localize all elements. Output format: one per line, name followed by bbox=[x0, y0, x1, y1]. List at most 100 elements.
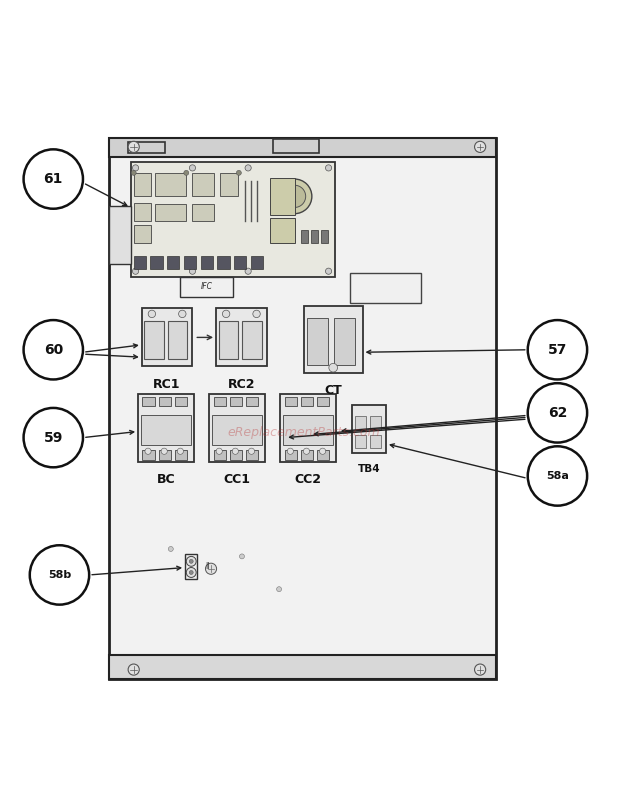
FancyBboxPatch shape bbox=[355, 434, 366, 448]
Circle shape bbox=[249, 448, 255, 454]
FancyBboxPatch shape bbox=[142, 308, 192, 367]
Circle shape bbox=[131, 171, 136, 175]
FancyBboxPatch shape bbox=[301, 450, 313, 460]
FancyBboxPatch shape bbox=[246, 450, 258, 460]
Circle shape bbox=[303, 448, 309, 454]
FancyBboxPatch shape bbox=[218, 321, 238, 360]
FancyBboxPatch shape bbox=[144, 321, 164, 360]
Circle shape bbox=[239, 554, 244, 559]
FancyBboxPatch shape bbox=[355, 416, 366, 429]
Circle shape bbox=[30, 545, 89, 605]
Circle shape bbox=[24, 408, 83, 467]
FancyBboxPatch shape bbox=[192, 173, 214, 196]
FancyBboxPatch shape bbox=[321, 231, 328, 243]
Circle shape bbox=[24, 320, 83, 380]
FancyBboxPatch shape bbox=[285, 450, 297, 460]
FancyBboxPatch shape bbox=[304, 306, 363, 372]
FancyBboxPatch shape bbox=[370, 416, 381, 429]
FancyBboxPatch shape bbox=[128, 142, 165, 153]
FancyBboxPatch shape bbox=[350, 273, 422, 303]
FancyBboxPatch shape bbox=[156, 173, 186, 196]
FancyBboxPatch shape bbox=[234, 256, 246, 269]
Text: CC1: CC1 bbox=[223, 473, 250, 486]
FancyBboxPatch shape bbox=[246, 396, 258, 406]
FancyBboxPatch shape bbox=[370, 434, 381, 448]
Circle shape bbox=[277, 586, 281, 592]
Circle shape bbox=[223, 310, 230, 318]
Text: 61: 61 bbox=[43, 172, 63, 186]
FancyBboxPatch shape bbox=[212, 415, 262, 445]
Circle shape bbox=[145, 448, 151, 454]
FancyBboxPatch shape bbox=[131, 163, 335, 277]
FancyBboxPatch shape bbox=[134, 203, 151, 221]
FancyBboxPatch shape bbox=[230, 396, 242, 406]
Text: 62: 62 bbox=[547, 406, 567, 420]
FancyBboxPatch shape bbox=[175, 450, 187, 460]
FancyBboxPatch shape bbox=[283, 415, 333, 445]
Text: RC2: RC2 bbox=[228, 377, 255, 391]
FancyBboxPatch shape bbox=[141, 415, 191, 445]
Text: BC: BC bbox=[157, 473, 175, 486]
Circle shape bbox=[128, 664, 140, 675]
Circle shape bbox=[528, 446, 587, 505]
FancyBboxPatch shape bbox=[270, 178, 294, 215]
Text: CC2: CC2 bbox=[294, 473, 322, 486]
Text: 58a: 58a bbox=[546, 471, 569, 481]
FancyBboxPatch shape bbox=[230, 450, 242, 460]
Circle shape bbox=[189, 570, 193, 574]
FancyBboxPatch shape bbox=[151, 256, 163, 269]
Text: TB4: TB4 bbox=[358, 465, 381, 474]
FancyBboxPatch shape bbox=[317, 450, 329, 460]
Circle shape bbox=[326, 165, 332, 171]
Circle shape bbox=[161, 448, 167, 454]
FancyBboxPatch shape bbox=[109, 655, 495, 679]
FancyBboxPatch shape bbox=[185, 554, 197, 578]
Text: 57: 57 bbox=[547, 343, 567, 356]
Circle shape bbox=[329, 364, 337, 372]
FancyBboxPatch shape bbox=[180, 277, 232, 296]
FancyBboxPatch shape bbox=[109, 206, 131, 264]
Circle shape bbox=[528, 320, 587, 380]
FancyBboxPatch shape bbox=[301, 396, 313, 406]
FancyBboxPatch shape bbox=[138, 394, 193, 462]
Text: CT: CT bbox=[324, 384, 342, 396]
Circle shape bbox=[287, 448, 293, 454]
Circle shape bbox=[283, 185, 306, 207]
Circle shape bbox=[474, 664, 485, 675]
FancyBboxPatch shape bbox=[143, 396, 155, 406]
FancyBboxPatch shape bbox=[301, 231, 308, 243]
FancyBboxPatch shape bbox=[250, 256, 263, 269]
FancyBboxPatch shape bbox=[109, 138, 495, 679]
Circle shape bbox=[179, 310, 186, 318]
FancyBboxPatch shape bbox=[216, 308, 267, 367]
FancyBboxPatch shape bbox=[285, 396, 297, 406]
FancyBboxPatch shape bbox=[308, 318, 328, 364]
FancyBboxPatch shape bbox=[311, 231, 318, 243]
Circle shape bbox=[169, 546, 173, 551]
FancyBboxPatch shape bbox=[214, 396, 226, 406]
Circle shape bbox=[326, 268, 332, 274]
Circle shape bbox=[277, 179, 312, 214]
FancyBboxPatch shape bbox=[168, 321, 187, 360]
FancyBboxPatch shape bbox=[109, 138, 495, 157]
Circle shape bbox=[133, 165, 139, 171]
Circle shape bbox=[189, 559, 193, 563]
FancyBboxPatch shape bbox=[270, 218, 294, 243]
Circle shape bbox=[253, 310, 260, 318]
Circle shape bbox=[205, 563, 216, 574]
FancyBboxPatch shape bbox=[159, 450, 171, 460]
Circle shape bbox=[528, 383, 587, 443]
FancyBboxPatch shape bbox=[220, 173, 237, 196]
Circle shape bbox=[148, 310, 156, 318]
FancyBboxPatch shape bbox=[209, 394, 265, 462]
Text: IFC: IFC bbox=[201, 282, 213, 292]
Circle shape bbox=[236, 171, 241, 175]
FancyBboxPatch shape bbox=[242, 321, 262, 360]
Circle shape bbox=[24, 149, 83, 209]
FancyBboxPatch shape bbox=[167, 256, 179, 269]
FancyBboxPatch shape bbox=[143, 450, 155, 460]
FancyBboxPatch shape bbox=[217, 256, 229, 269]
Text: RC1: RC1 bbox=[153, 377, 181, 391]
Circle shape bbox=[232, 448, 239, 454]
FancyBboxPatch shape bbox=[352, 405, 386, 453]
